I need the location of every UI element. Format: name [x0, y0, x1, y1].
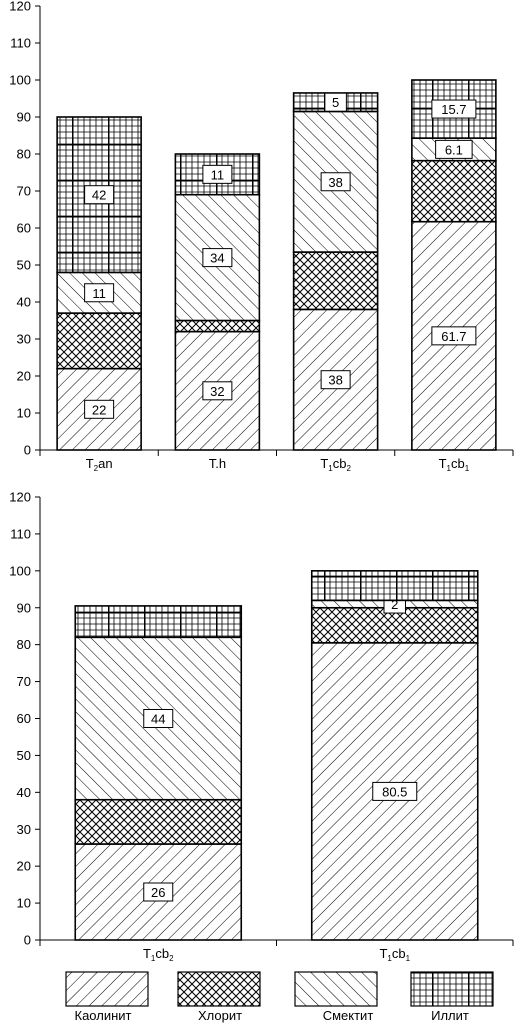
- y-tick-label: 110: [10, 526, 31, 541]
- data-label: 80.5: [382, 784, 407, 799]
- y-tick-label: 10: [17, 406, 31, 421]
- data-label-box: [84, 399, 115, 419]
- bar-chlorite: [310, 606, 479, 644]
- legend: Каолинит Хлорит Смектит Иллит: [65, 971, 494, 1023]
- data-label-box: [143, 882, 174, 902]
- y-tick-label: 90: [17, 110, 31, 125]
- y-tick-label: 0: [24, 443, 31, 458]
- data-label: 5: [332, 95, 339, 110]
- x-tick-label: T1cb1: [439, 456, 470, 473]
- legend-swatch-chlorite: [177, 971, 261, 1007]
- y-tick-label: 80: [17, 147, 31, 162]
- y-tick-label: 40: [17, 295, 31, 310]
- y-tick-label: 40: [17, 785, 31, 800]
- data-label: 15.7: [441, 102, 466, 117]
- bar-illite: [310, 570, 479, 602]
- y-tick-label: 110: [10, 36, 31, 51]
- data-label-box: [320, 370, 351, 390]
- data-label: 22: [92, 402, 106, 417]
- y-tick-label: 70: [17, 674, 31, 689]
- data-label: 38: [328, 373, 342, 388]
- y-tick-label: 10: [17, 896, 31, 911]
- y-tick-label: 0: [24, 933, 31, 948]
- bar-chlorite: [292, 251, 379, 311]
- bar-illite: [74, 605, 243, 639]
- y-tick-label: 30: [17, 822, 31, 837]
- legend-swatch-kaolinite: [65, 971, 149, 1007]
- y-tick-label: 50: [17, 258, 31, 273]
- legend-label-smectite: Смектит: [323, 1008, 374, 1023]
- data-label: 34: [210, 251, 224, 266]
- y-tick-label: 100: [9, 563, 31, 578]
- x-tick-label: T.h: [209, 456, 226, 471]
- y-tick-label: 100: [9, 73, 31, 88]
- data-label: 44: [151, 712, 165, 727]
- bar-chlorite: [411, 159, 497, 223]
- data-label-box: [372, 781, 418, 801]
- bar-chlorite: [174, 319, 261, 333]
- y-tick-label: 50: [17, 748, 31, 763]
- data-label-box: [320, 172, 351, 192]
- data-label: 26: [151, 885, 165, 900]
- x-tick-label: T1cb1: [379, 946, 410, 963]
- x-tick-label: T1cb2: [320, 456, 351, 473]
- y-tick-label: 80: [17, 637, 31, 652]
- legend-swatch-smectite: [294, 971, 378, 1007]
- legend-label-chlorite: Хлорит: [198, 1008, 242, 1023]
- data-label-box: [202, 381, 233, 401]
- data-label-box: [435, 139, 473, 159]
- data-label-box: [84, 283, 115, 303]
- y-tick-label: 30: [17, 332, 31, 347]
- chart-top: 0 10 20 30 40 50 60 70 80 90 100 110 120 T2an 22 11 42 T.…: [9, 0, 514, 473]
- data-label: 38: [328, 175, 342, 190]
- legend-label-kaolinite: Каолинит: [75, 1008, 132, 1023]
- y-tick-label: 70: [17, 184, 31, 199]
- y-tick-label: 90: [17, 600, 31, 615]
- data-label-box: [202, 248, 233, 268]
- data-label-box: [431, 326, 477, 346]
- data-label-box: [84, 185, 115, 205]
- y-tick-label: 20: [17, 859, 31, 874]
- data-label-box: [431, 99, 477, 119]
- y-tick-label: 20: [17, 369, 31, 384]
- data-label-box: [143, 709, 174, 728]
- data-label: 32: [210, 384, 224, 399]
- legend-label-illite: Иллит: [431, 1008, 469, 1023]
- y-tick-label: 60: [17, 221, 31, 236]
- x-tick-label: T1cb2: [143, 946, 174, 963]
- data-label: 11: [211, 167, 225, 182]
- data-label: 61.7: [441, 329, 466, 344]
- data-label: 11: [92, 286, 106, 301]
- chart-bottom: 0 10 20 30 40 50 60 70 80 90 100 110 120 T1cb2 26 44 T1c…: [9, 490, 514, 963]
- bar-chlorite: [74, 798, 243, 845]
- data-label: 2: [391, 597, 398, 612]
- bar-chlorite: [56, 312, 142, 370]
- legend-swatch-illite: [410, 971, 494, 1007]
- data-label: 42: [92, 188, 106, 203]
- data-label-box: [324, 92, 347, 112]
- data-label-box: [202, 164, 233, 184]
- y-tick-label: 120: [9, 0, 31, 14]
- data-label: 6.1: [445, 142, 463, 157]
- x-tick-label: T2an: [86, 456, 113, 473]
- y-tick-label: 120: [9, 490, 31, 505]
- y-tick-label: 60: [17, 711, 31, 726]
